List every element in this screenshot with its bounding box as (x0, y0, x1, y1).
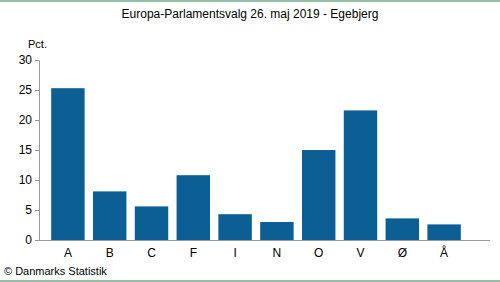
y-tick: 0 (25, 233, 39, 247)
y-axis-title: Pct. (28, 38, 47, 50)
chart: Europa-Parlamentsvalg 26. maj 2019 - Ege… (0, 0, 500, 282)
x-tick: N (273, 240, 282, 260)
y-axis: 0 5 10 15 20 25 30 (19, 53, 40, 247)
y-tick-mark (35, 180, 39, 181)
x-tick-label: V (356, 246, 364, 260)
y-tick-mark (35, 60, 39, 61)
x-tick-label: Å (440, 245, 448, 260)
x-tick: B (106, 240, 114, 260)
y-tick-label: 10 (19, 173, 33, 187)
x-tick: C (147, 240, 156, 260)
y-tick-label: 15 (19, 143, 33, 157)
bar (135, 206, 168, 240)
title: Europa-Parlamentsvalg 26. maj 2019 - Ege… (122, 7, 379, 21)
y-tick-label: 30 (19, 53, 33, 67)
x-tick: V (356, 240, 364, 260)
y-tick: 10 (19, 173, 39, 187)
x-axis: ABCFINOVØÅ (39, 240, 490, 260)
bar (386, 218, 419, 240)
x-tick: F (190, 240, 197, 260)
x-tick-label: B (106, 246, 114, 260)
x-tick: Ø (398, 240, 407, 260)
bars (51, 88, 461, 240)
x-tick-label: Ø (398, 246, 407, 260)
y-tick: 20 (19, 113, 39, 127)
y-tick-mark (35, 240, 39, 241)
y-tick-label: 0 (25, 233, 32, 247)
source: © Danmarks Statistik (4, 265, 107, 277)
bar (302, 150, 335, 240)
top-rule (0, 1, 500, 2)
y-tick-label: 25 (19, 83, 33, 97)
y-axis-line (39, 61, 40, 241)
y-tick-mark (35, 90, 39, 91)
x-tick-label: F (190, 246, 197, 260)
bar (427, 224, 460, 240)
x-tick: A (64, 240, 72, 260)
x-tick-label: C (147, 246, 156, 260)
y-tick-mark (35, 210, 39, 211)
y-tick: 30 (19, 53, 39, 67)
y-tick-label: 20 (19, 113, 33, 127)
y-tick-label: 5 (25, 203, 32, 217)
x-tick-label: N (273, 246, 282, 260)
y-tick-mark (35, 150, 39, 151)
x-tick: O (314, 240, 323, 260)
bottom-rule (0, 281, 500, 282)
x-tick-label: I (233, 246, 236, 260)
x-tick: Å (440, 240, 448, 260)
bar (218, 214, 251, 240)
y-tick-mark (35, 120, 39, 121)
bar (93, 191, 126, 240)
x-tick-label: O (314, 246, 323, 260)
bar (51, 88, 84, 240)
bar (344, 110, 377, 240)
bar (177, 175, 210, 240)
x-tick-label: A (64, 246, 72, 260)
y-tick: 5 (25, 203, 39, 217)
x-axis-line (39, 240, 490, 241)
y-tick: 15 (19, 143, 39, 157)
bar (260, 222, 293, 240)
y-tick: 25 (19, 83, 39, 97)
x-tick: I (233, 240, 236, 260)
